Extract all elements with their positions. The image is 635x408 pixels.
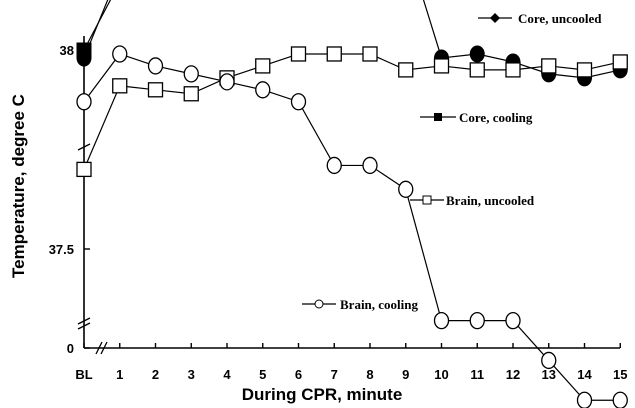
- data-point: [612, 391, 628, 408]
- data-point: [505, 62, 521, 78]
- y-tick-label: 37.5: [49, 242, 74, 257]
- x-axis-label: During CPR, minute: [242, 385, 403, 404]
- data-point: [183, 65, 199, 83]
- data-point: [576, 62, 593, 78]
- x-tick-label: 11: [470, 367, 484, 382]
- legend: Core, uncooled Core, cooling Brain, uncool…: [302, 11, 602, 312]
- data-point: [76, 93, 92, 111]
- data-point: [469, 62, 485, 78]
- data-point: [398, 180, 414, 198]
- series-lines: [83, 0, 621, 401]
- x-tick-label: 1: [116, 367, 123, 382]
- x-tick-label: 7: [331, 367, 338, 382]
- data-point: [362, 156, 378, 175]
- series-markers: [76, 42, 628, 408]
- x-tick-label: 5: [259, 367, 266, 382]
- data-point: [326, 46, 342, 62]
- x-tick-label: 13: [542, 367, 556, 382]
- data-point: [290, 93, 307, 111]
- data-point: [76, 42, 92, 58]
- y-tick-label: 0: [67, 341, 74, 356]
- data-point: [255, 81, 271, 99]
- data-point: [76, 161, 92, 178]
- legend-label: Brain, cooling: [340, 297, 419, 312]
- series-line-2: [83, 53, 621, 170]
- x-tick-label: 3: [188, 367, 195, 382]
- x-tick-label: 15: [613, 367, 627, 382]
- legend-marker: [490, 13, 500, 23]
- series-line-3: [83, 53, 621, 401]
- data-point: [183, 86, 199, 102]
- data-point: [469, 311, 485, 330]
- x-tick-label: 10: [434, 367, 448, 382]
- x-tick-label: 14: [577, 367, 592, 382]
- data-point: [147, 57, 164, 75]
- x-tick-label: 12: [506, 367, 520, 382]
- data-point: [469, 45, 485, 63]
- data-point: [112, 45, 128, 63]
- data-point: [219, 73, 235, 91]
- legend-label: Core, cooling: [459, 110, 533, 125]
- y-axis-break-mark: [77, 317, 91, 330]
- data-point: [576, 391, 593, 408]
- data-point: [326, 156, 342, 175]
- legend-marker: [314, 299, 324, 309]
- data-point: [362, 46, 378, 62]
- legend-label: Brain, uncooled: [446, 193, 535, 208]
- y-axis-break-mark: [77, 143, 91, 151]
- data-point: [290, 46, 307, 62]
- x-axis-ticks: BL 1 2 3 4 5 6 7 8 9 10 11 12 13 14 15: [75, 343, 627, 382]
- x-tick-label: 9: [402, 367, 409, 382]
- axes: [77, 36, 620, 355]
- y-tick-label: 38: [60, 43, 74, 58]
- legend-label: Core, uncooled: [518, 11, 602, 26]
- x-tick-label: 8: [366, 367, 373, 382]
- data-point: [433, 58, 450, 74]
- data-point: [612, 54, 628, 70]
- legend-marker: [422, 195, 432, 205]
- data-point: [398, 62, 414, 78]
- x-tick-label: 2: [152, 367, 159, 382]
- x-tick-label: BL: [75, 367, 92, 382]
- data-point: [541, 351, 557, 370]
- data-point: [505, 311, 521, 330]
- data-point: [541, 58, 557, 74]
- data-point: [255, 58, 271, 74]
- y-axis-label: Temperature, degree C: [9, 94, 28, 278]
- x-tick-label: 4: [223, 367, 231, 382]
- data-point: [433, 311, 450, 330]
- data-point: [112, 78, 128, 94]
- data-point: [147, 82, 164, 98]
- x-axis-break-mark: [95, 341, 108, 355]
- x-tick-label: 6: [295, 367, 302, 382]
- legend-marker: [434, 113, 442, 121]
